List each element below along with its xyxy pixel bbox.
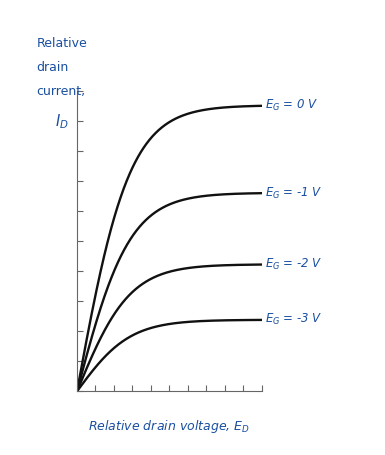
- Text: Relative drain voltage, $\mathit{E}_{\mathit{D}}$: Relative drain voltage, $\mathit{E}_{\ma…: [89, 418, 250, 435]
- Text: $\mathit{I}_\mathit{D}$: $\mathit{I}_\mathit{D}$: [55, 112, 69, 131]
- Text: current,: current,: [36, 85, 85, 98]
- Text: drain: drain: [36, 61, 69, 74]
- Text: $E_G$ = -3 V: $E_G$ = -3 V: [266, 313, 323, 328]
- Text: $E_G$ = -1 V: $E_G$ = -1 V: [266, 186, 323, 201]
- Text: $E_G$ = 0 V: $E_G$ = 0 V: [266, 98, 319, 113]
- Text: $E_G$ = -2 V: $E_G$ = -2 V: [266, 257, 323, 272]
- Text: Relative: Relative: [36, 37, 87, 50]
